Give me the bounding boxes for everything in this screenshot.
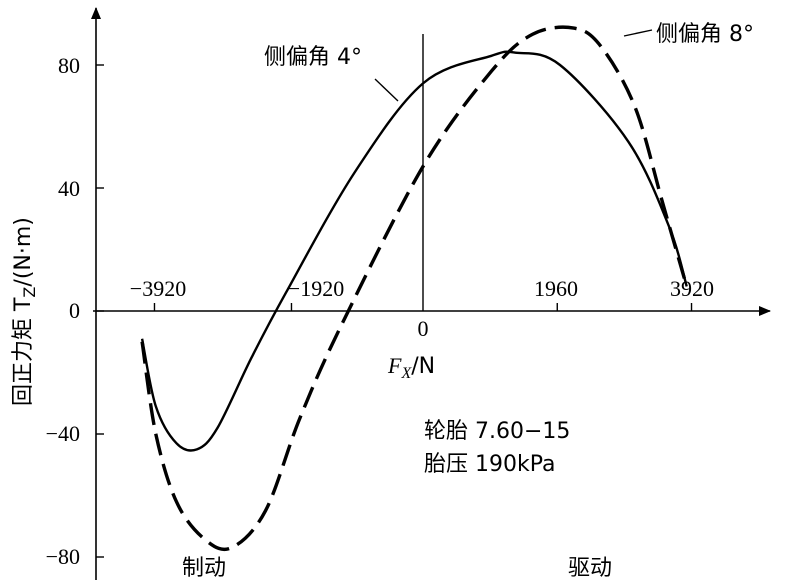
x-axis-title-sub: X <box>400 365 412 382</box>
tick-group <box>96 64 693 558</box>
series-4-label: 侧偏角 4° <box>264 45 362 70</box>
x-tick-label-1960: 1960 <box>534 276 578 301</box>
x-tick-label-neg3920: −3920 <box>130 276 186 301</box>
y-axis-title-suffix: /(N·m) <box>11 217 36 286</box>
series-8-leader <box>623 29 653 37</box>
y-tick-label-80: 80 <box>58 53 80 78</box>
x-tick-label-3920: 3920 <box>670 276 714 301</box>
x-axis-title: FX/N <box>387 353 435 382</box>
series-4-leader <box>374 78 399 102</box>
tire-annotation: 轮胎 7.60−15 <box>424 419 570 444</box>
y-tick-label-40: 40 <box>58 176 80 201</box>
x-axis-title-prefix: F <box>387 353 402 378</box>
series-line-0 <box>140 50 688 452</box>
series-group <box>140 25 689 552</box>
driving-label: 驱动 <box>568 556 612 581</box>
x-axis-title-suffix: /N <box>411 354 435 379</box>
pressure-annotation: 胎压 190kPa <box>424 452 556 477</box>
y-axis-title-prefix: 回正力矩 T <box>11 297 36 406</box>
x-tick-label-neg1920: −1920 <box>288 276 344 301</box>
braking-label: 制动 <box>182 556 226 581</box>
series-8-label: 侧偏角 8° <box>656 22 754 47</box>
y-tick-label-neg80: −80 <box>46 544 80 569</box>
y-tick-label-neg40: −40 <box>46 421 80 446</box>
y-tick-label-0: 0 <box>69 298 80 323</box>
series-line-1 <box>140 25 689 552</box>
x-tick-label-0: 0 <box>418 316 429 341</box>
y-axis-title-sub: Z <box>20 287 39 298</box>
y-axis-title: 回正力矩 TZ/(N·m) <box>11 217 39 406</box>
